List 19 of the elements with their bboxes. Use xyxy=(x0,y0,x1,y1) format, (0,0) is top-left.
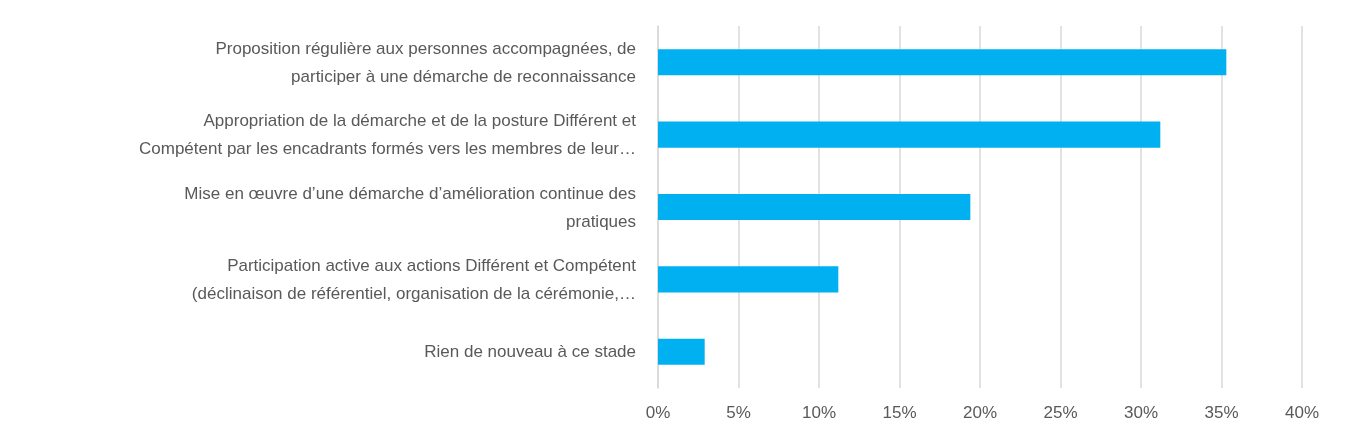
x-tick-label: 25% xyxy=(1043,403,1078,422)
x-tick-label: 5% xyxy=(726,403,751,422)
bar xyxy=(658,49,1227,76)
bar xyxy=(658,266,839,293)
y-tick-label: Mise en œuvre d’une démarche d’amélioration continue des pratiques xyxy=(184,183,636,231)
x-tick-label: 30% xyxy=(1123,403,1159,422)
bar xyxy=(658,121,1161,148)
x-tick-label: 35% xyxy=(1204,403,1239,422)
y-tick-label: Rien de nouveau à ce stade xyxy=(424,342,636,362)
x-tick-label: 40% xyxy=(1284,403,1320,422)
y-tick-label: Appropriation de la démarche et de la posture Différent et Compétent par les encadrants formés vers les membres de leur… xyxy=(139,111,637,159)
bar xyxy=(658,193,971,221)
bar xyxy=(658,338,705,365)
y-tick-label: Proposition régulière aux personnes accompagnées, de participer à une démarche de reconnaissance xyxy=(215,38,636,86)
x-tick-label: 10% xyxy=(801,403,837,422)
x-tick-label: 0% xyxy=(645,403,671,422)
x-tick-label: 20% xyxy=(962,403,998,422)
y-tick-label: Participation active aux actions Différent et Compétent (déclinaison de référentiel, organisation de la cérémonie,… xyxy=(191,255,637,303)
x-tick-label: 15% xyxy=(882,403,917,422)
